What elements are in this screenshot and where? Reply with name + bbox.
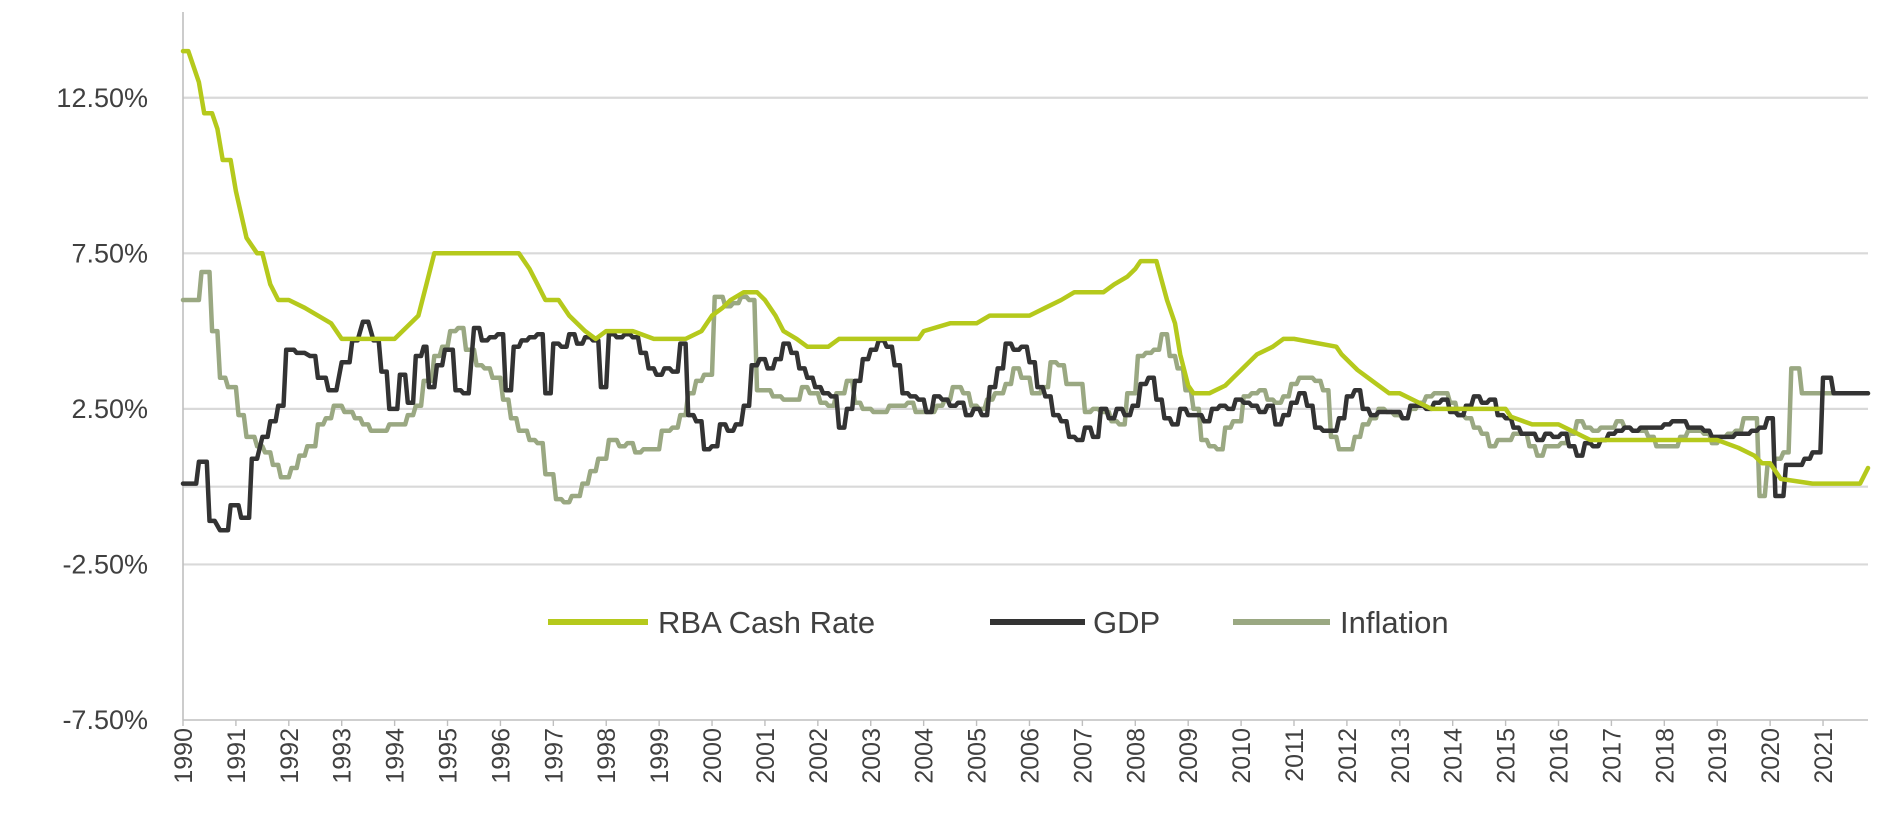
x-tick-label: 2018 xyxy=(1651,728,1679,784)
x-tick-label: 2002 xyxy=(805,728,833,784)
x-tick-label: 2014 xyxy=(1440,728,1468,784)
x-tick-label: 1992 xyxy=(276,728,304,784)
x-tick-label: 1993 xyxy=(329,728,357,784)
x-tick-label: 1995 xyxy=(435,728,463,784)
x-tick-label: 1991 xyxy=(223,728,251,784)
x-tick-label: 1996 xyxy=(487,728,515,784)
y-tick-label: -7.50% xyxy=(62,705,148,735)
series-lines xyxy=(180,48,1871,533)
legend: RBA Cash Rate GDP Inflation xyxy=(548,605,1449,640)
x-tick-label: 1999 xyxy=(646,728,674,784)
x-tick-label: 2017 xyxy=(1598,728,1626,784)
y-tick-label: 2.50% xyxy=(71,394,148,424)
x-tick-label: 2008 xyxy=(1122,728,1150,784)
x-tick-label: 2010 xyxy=(1228,728,1256,784)
x-tick-label: 2003 xyxy=(858,728,886,784)
x-axis-ticks: 1990 1991 1992 1993 1994 1995 1996 1997 1998 1999… xyxy=(170,720,1838,784)
y-tick-label: -2.50% xyxy=(62,549,148,579)
x-tick-label: 1990 xyxy=(170,728,198,784)
x-tick-label: 2005 xyxy=(964,728,992,784)
x-tick-label: 2004 xyxy=(911,728,939,784)
x-tick-label: 2006 xyxy=(1016,728,1044,784)
x-tick-label: 1994 xyxy=(382,728,410,784)
x-tick-label: 2013 xyxy=(1387,728,1415,784)
x-tick-label: 2000 xyxy=(699,728,727,784)
x-tick-label: 2016 xyxy=(1546,728,1574,784)
x-tick-label: 2012 xyxy=(1334,728,1362,784)
inflation-line xyxy=(180,269,1871,505)
x-tick-label: 1997 xyxy=(540,728,568,784)
x-tick-label: 2001 xyxy=(752,728,780,784)
x-tick-label: 2009 xyxy=(1175,728,1203,784)
x-tick-label: 1998 xyxy=(593,728,621,784)
gridlines xyxy=(183,96,1868,566)
x-tick-label: 2020 xyxy=(1757,728,1785,784)
y-axis-ticks: 12.50% 7.50% 2.50% -2.50% -7.50% xyxy=(56,83,148,735)
legend-label-rba-cash-rate: RBA Cash Rate xyxy=(658,605,875,640)
x-tick-label: 2019 xyxy=(1704,728,1732,784)
axes xyxy=(182,12,1868,721)
legend-label-gdp: GDP xyxy=(1093,605,1160,640)
gdp-line xyxy=(180,319,1871,533)
x-tick-label: 2021 xyxy=(1810,728,1838,784)
y-tick-label: 7.50% xyxy=(71,238,148,268)
y-tick-label: 12.50% xyxy=(56,83,148,113)
x-tick-label: 2011 xyxy=(1281,728,1309,782)
legend-label-inflation: Inflation xyxy=(1340,605,1449,640)
x-tick-label: 2007 xyxy=(1069,728,1097,784)
rba-cash-rate-line xyxy=(180,48,1871,486)
x-tick-label: 2015 xyxy=(1493,728,1521,784)
